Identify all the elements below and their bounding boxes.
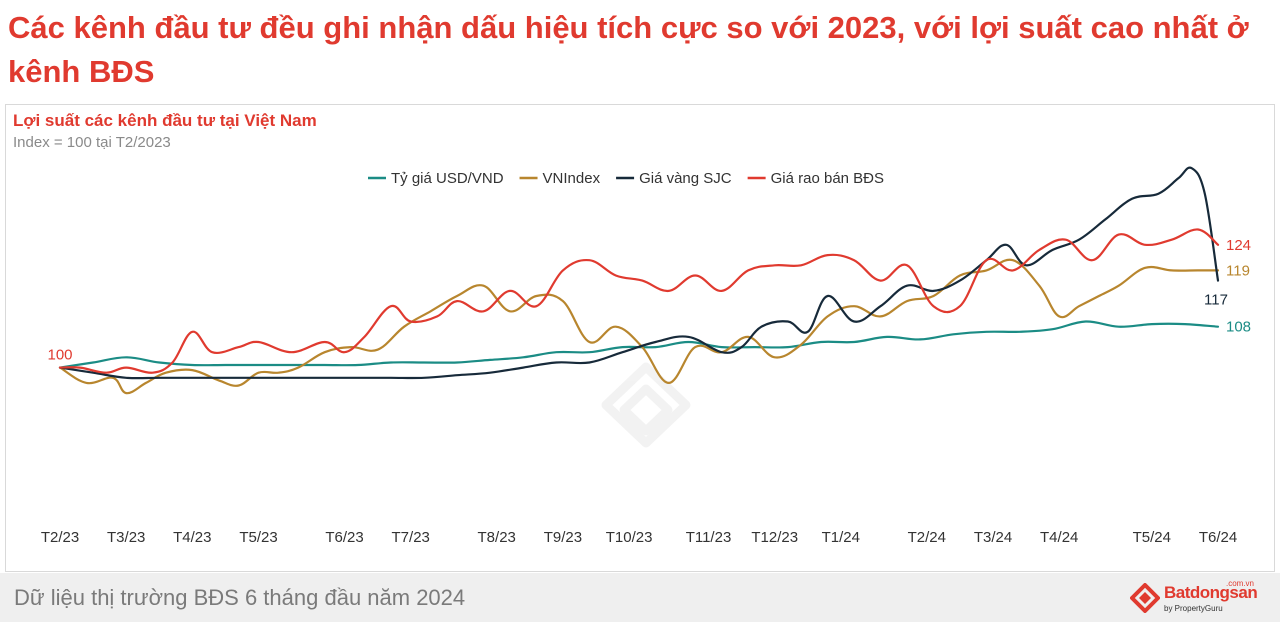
logo-name: Batdongsan [1164, 583, 1258, 602]
x-tick-label: T3/24 [974, 529, 1012, 546]
footer-caption: Dữ liệu thị trường BĐS 6 tháng đầu năm 2… [14, 585, 466, 610]
legend-item-gia-rao-ban-bds: Giá rao bán BĐS [747, 170, 884, 187]
legend-label: Giá rao bán BĐS [771, 170, 884, 187]
series-gia-vang-sjc [58, 166, 1220, 380]
page-headline: Các kênh đầu tư đều ghi nhận dấu hiệu tí… [8, 10, 1249, 89]
footer-bar: Dữ liệu thị trường BĐS 6 tháng đầu năm 2… [0, 573, 1280, 622]
x-tick-label: T8/23 [478, 529, 516, 546]
line-chart: Tỷ giá USD/VND VNIndex Giá vàng SJC Giá rao… [41, 166, 1251, 546]
data-label-108: 108 [1226, 319, 1251, 336]
x-tick-label: T1/24 [822, 529, 860, 546]
x-tick-label: T12/23 [751, 529, 798, 546]
series-line-gia-vang-sjc [58, 166, 1220, 380]
logo-byline: by PropertyGuru [1164, 604, 1223, 613]
chart-subtitle: Index = 100 tại T2/2023 [13, 134, 171, 151]
data-label-117: 117 [1204, 292, 1228, 309]
data-label-119: 119 [1226, 262, 1250, 279]
series-vnindex [58, 258, 1220, 395]
chart-title: Lợi suất các kênh đầu tư tại Việt Nam [13, 111, 317, 130]
chart-panel: Lợi suất các kênh đầu tư tại Việt Nam In… [5, 104, 1275, 572]
x-tick-label: T2/23 [41, 529, 79, 546]
series-line-gia-rao-ban-bds [58, 228, 1220, 374]
legend-label: VNIndex [543, 170, 601, 187]
x-tick-label: T4/24 [1040, 529, 1078, 546]
data-label-100: 100 [47, 347, 72, 364]
x-tick-label: T6/23 [325, 529, 363, 546]
x-tick-label: T5/23 [239, 529, 277, 546]
x-tick-label: T9/23 [544, 529, 582, 546]
x-tick-label: T2/24 [908, 529, 946, 546]
x-tick-label: T10/23 [606, 529, 653, 546]
series-line-vnindex [58, 258, 1220, 395]
series-layer [58, 166, 1220, 395]
x-tick-label: T5/24 [1133, 529, 1171, 546]
x-tick-label: T7/23 [392, 529, 430, 546]
x-tick-label: T11/23 [686, 529, 732, 546]
legend-item-vnindex: VNIndex [519, 170, 601, 187]
legend-label: Giá vàng SJC [639, 170, 732, 187]
x-tick-label: T3/23 [107, 529, 145, 546]
x-tick-label: T6/24 [1199, 529, 1237, 546]
x-tick-label: T4/23 [173, 529, 211, 546]
batdongsan-logo-icon [1130, 583, 1160, 613]
series-gia-rao-ban-bds [58, 228, 1220, 374]
batdongsan-logo: Batdongsan .com.vn by PropertyGuru [1130, 579, 1262, 617]
legend-item-ty-gia-usd-vnd: Tỷ giá USD/VND [368, 170, 504, 187]
x-axis: T2/23 T3/23 T4/23 T5/23 T6/23 T7/23 T8/23 T9/23… [41, 529, 1237, 546]
legend-label: Tỷ giá USD/VND [391, 170, 504, 187]
chart-legend: Tỷ giá USD/VND VNIndex Giá vàng SJC Giá rao… [368, 170, 884, 187]
logo-domain: .com.vn [1226, 579, 1255, 588]
watermark-logo [601, 362, 691, 448]
annotation-layer: 100 124 119 117 108 [47, 237, 1251, 364]
legend-item-gia-vang-sjc: Giá vàng SJC [616, 170, 732, 187]
data-label-124: 124 [1226, 237, 1251, 254]
